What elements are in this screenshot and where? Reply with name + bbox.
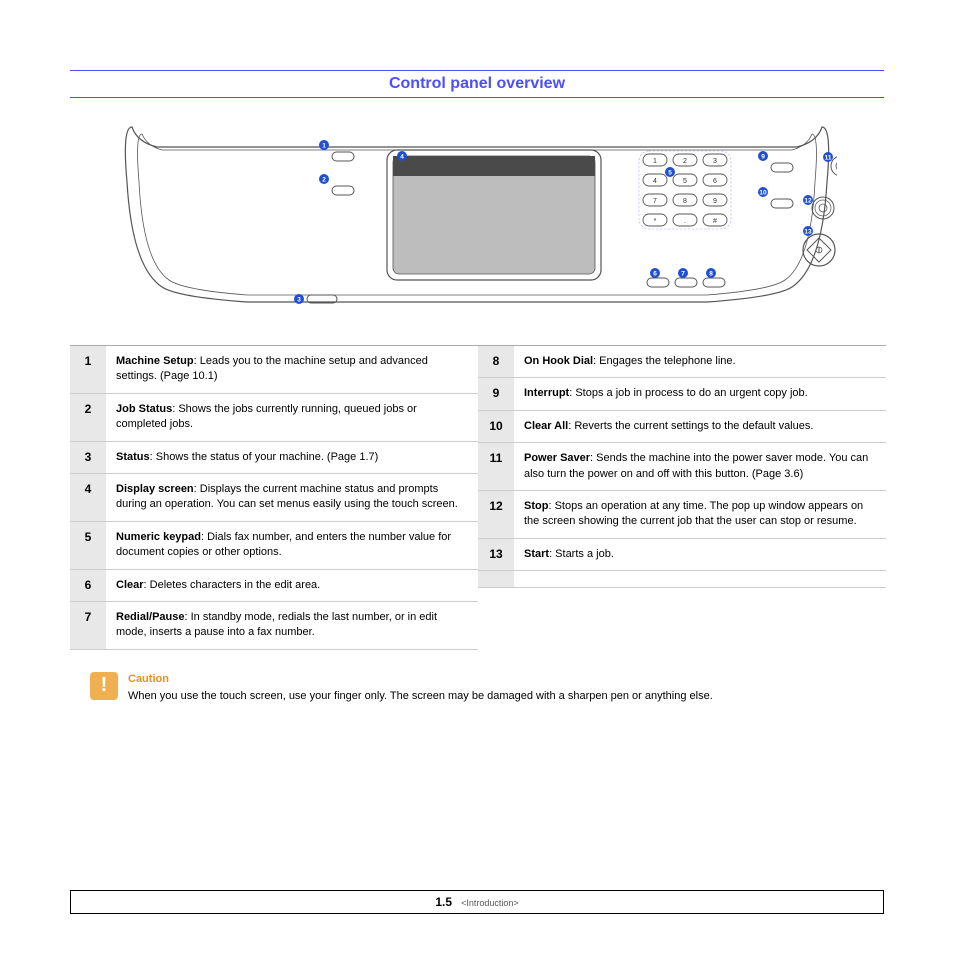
svg-text:4: 4 <box>400 154 404 161</box>
row-number <box>478 571 514 587</box>
caution-icon <box>90 672 118 700</box>
row-description: Start: Starts a job. <box>514 539 886 570</box>
row-description: Clear: Deletes characters in the edit ar… <box>106 570 478 601</box>
row-description: Stop: Stops an operation at any time. Th… <box>514 491 886 538</box>
row-description: On Hook Dial: Engages the telephone line… <box>514 346 886 377</box>
page-number: 1.5 <box>435 895 452 909</box>
svg-text:#: # <box>713 218 717 225</box>
row-number: 5 <box>70 522 106 569</box>
caution-label: Caution <box>128 672 713 687</box>
row-description: Clear All: Reverts the current settings … <box>514 411 886 442</box>
svg-text:2: 2 <box>683 158 687 165</box>
row-number: 6 <box>70 570 106 601</box>
svg-text:6: 6 <box>713 178 717 185</box>
row-number: 8 <box>478 346 514 377</box>
svg-text:3: 3 <box>713 158 717 165</box>
svg-text:9: 9 <box>761 154 765 161</box>
row-number: 3 <box>70 442 106 473</box>
table-row: 3Status: Shows the status of your machin… <box>70 442 478 474</box>
row-description: Job Status: Shows the jobs currently run… <box>106 394 478 441</box>
table-row: 12Stop: Stops an operation at any time. … <box>478 491 886 539</box>
svg-text:*: * <box>654 218 657 225</box>
row-number: 11 <box>478 443 514 490</box>
svg-text:8: 8 <box>709 271 713 278</box>
section-title: Control panel overview <box>70 70 884 98</box>
table-row: 2Job Status: Shows the jobs currently ru… <box>70 394 478 442</box>
row-number: 9 <box>478 378 514 409</box>
table-row: 13Start: Starts a job. <box>478 539 886 571</box>
svg-text:11: 11 <box>825 155 832 162</box>
row-number: 4 <box>70 474 106 521</box>
control-panel-illustration: 123456789*.#12345678910111213 <box>117 112 837 315</box>
page-footer: 1.5 <Introduction> <box>70 890 884 914</box>
row-description <box>514 571 886 587</box>
row-number: 1 <box>70 346 106 393</box>
table-row: 11Power Saver: Sends the machine into th… <box>478 443 886 491</box>
row-number: 2 <box>70 394 106 441</box>
row-description: Power Saver: Sends the machine into the … <box>514 443 886 490</box>
svg-text:4: 4 <box>653 178 657 185</box>
row-number: 7 <box>70 602 106 649</box>
table-row <box>478 571 886 588</box>
row-number: 12 <box>478 491 514 538</box>
description-table: 1Machine Setup: Leads you to the machine… <box>70 345 886 650</box>
table-row: 4Display screen: Displays the current ma… <box>70 474 478 522</box>
title-text: Control panel overview <box>70 75 884 93</box>
row-description: Machine Setup: Leads you to the machine … <box>106 346 478 393</box>
svg-text:5: 5 <box>683 178 687 185</box>
svg-text:1: 1 <box>322 143 326 150</box>
table-row: 5Numeric keypad: Dials fax number, and e… <box>70 522 478 570</box>
row-description: Numeric keypad: Dials fax number, and en… <box>106 522 478 569</box>
caution-text: When you use the touch screen, use your … <box>128 690 713 702</box>
row-description: Redial/Pause: In standby mode, redials t… <box>106 602 478 649</box>
row-description: Interrupt: Stops a job in process to do … <box>514 378 886 409</box>
table-row: 10Clear All: Reverts the current setting… <box>478 411 886 443</box>
table-row: 7Redial/Pause: In standby mode, redials … <box>70 602 478 650</box>
svg-text:2: 2 <box>322 177 326 184</box>
svg-text:13: 13 <box>804 229 812 236</box>
svg-text:10: 10 <box>759 190 767 197</box>
table-row: 6Clear: Deletes characters in the edit a… <box>70 570 478 602</box>
svg-text:1: 1 <box>653 158 657 165</box>
table-row: 9Interrupt: Stops a job in process to do… <box>478 378 886 410</box>
svg-text:5: 5 <box>668 170 672 177</box>
section-label: <Introduction> <box>461 898 519 908</box>
caution-block: Caution When you use the touch screen, u… <box>70 672 884 705</box>
svg-text:12: 12 <box>804 198 812 205</box>
row-number: 10 <box>478 411 514 442</box>
svg-text:8: 8 <box>683 198 687 205</box>
svg-text:3: 3 <box>297 297 301 304</box>
row-description: Status: Shows the status of your machine… <box>106 442 478 473</box>
row-number: 13 <box>478 539 514 570</box>
svg-text:.: . <box>684 218 686 225</box>
svg-text:6: 6 <box>653 271 657 278</box>
table-row: 1Machine Setup: Leads you to the machine… <box>70 346 478 394</box>
row-description: Display screen: Displays the current mac… <box>106 474 478 521</box>
svg-text:7: 7 <box>653 198 657 205</box>
svg-text:9: 9 <box>713 198 717 205</box>
table-row: 8On Hook Dial: Engages the telephone lin… <box>478 346 886 378</box>
svg-text:7: 7 <box>681 271 685 278</box>
